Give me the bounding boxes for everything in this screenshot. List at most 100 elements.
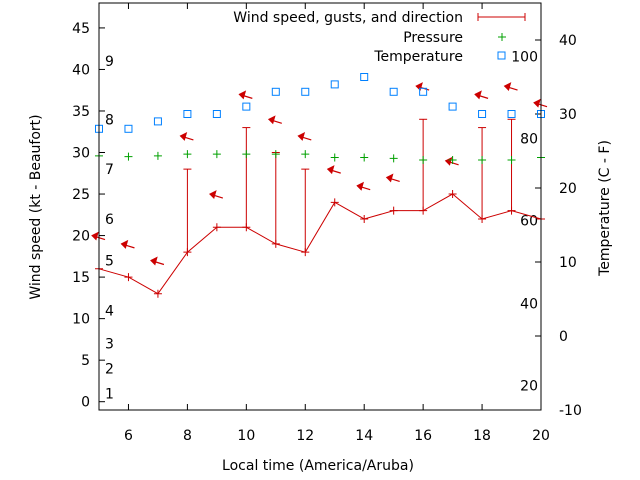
wind-direction-arrow — [120, 239, 135, 249]
temperature-point — [360, 73, 369, 81]
legend-symbol-temperature — [497, 51, 506, 60]
y2-tick-label: 10 — [559, 255, 577, 271]
beaufort-label: 6 — [105, 212, 114, 228]
wind-direction-arrow — [297, 131, 312, 141]
beaufort-label: 4 — [105, 303, 114, 319]
y-tick-label: 35 — [72, 104, 90, 120]
x-tick-label: 12 — [296, 428, 314, 444]
temperature-point — [153, 117, 162, 126]
temperature-point — [389, 87, 398, 96]
temperature-point — [419, 87, 428, 96]
y-tick-label: 25 — [72, 187, 90, 203]
x-tick-label: 14 — [355, 428, 373, 444]
x-tick-label: 16 — [414, 428, 432, 444]
temperature-point — [183, 110, 192, 118]
wind-direction-arrow — [150, 256, 165, 266]
y2-tick-label: 20 — [559, 181, 577, 197]
beaufort-label: 1 — [105, 386, 114, 402]
y-axis-label: Wind speed (kt - Beaufort) — [28, 114, 44, 299]
plot-frame — [98, 2, 542, 411]
pressure-point — [271, 150, 280, 159]
fahrenheit-label: 60 — [520, 214, 538, 230]
x-tick-label: 6 — [124, 428, 133, 444]
y2-axis-label: Temperature (C - F) — [597, 140, 613, 277]
wind-direction-arrow — [238, 90, 253, 100]
temperature-point — [242, 102, 251, 111]
pressure-point — [212, 150, 221, 159]
wind-speed-line — [98, 193, 542, 295]
wind-direction-arrow — [385, 173, 400, 183]
pressure-point — [330, 153, 339, 162]
wind-direction-arrow — [267, 115, 282, 125]
temperature-point — [507, 110, 516, 118]
wind-direction-arrow — [326, 165, 341, 175]
y-tick-label: 10 — [72, 312, 90, 328]
legend-symbol-wind — [477, 13, 526, 21]
x-tick-label: 8 — [183, 428, 192, 444]
wind-direction-arrow — [415, 82, 430, 92]
data-layer — [91, 73, 548, 298]
wind-direction-arrow — [179, 131, 194, 141]
temperature-point — [212, 110, 221, 118]
y-tick-label: 45 — [72, 21, 90, 37]
wind-speed-point — [389, 206, 398, 215]
legend-label-wind: Wind speed, gusts, and direction — [233, 10, 463, 26]
x-tick-label: 20 — [532, 428, 550, 444]
wind-speed-point — [360, 214, 369, 223]
legend-label-pressure: Pressure — [403, 30, 463, 46]
pressure-point — [419, 155, 428, 164]
fahrenheit-label: 20 — [520, 379, 538, 395]
beaufort-label: 3 — [105, 337, 114, 353]
temperature-point — [124, 124, 133, 133]
y-tick-label: 40 — [72, 62, 90, 78]
pressure-point — [360, 153, 369, 162]
y2-tick-label: 40 — [559, 33, 577, 49]
pressure-point — [301, 150, 310, 159]
temperature-point — [330, 80, 339, 89]
wind-speed-point — [212, 223, 221, 232]
legend-label-temperature: Temperature — [373, 49, 463, 65]
y-tick-label: 20 — [72, 229, 90, 245]
temperature-point — [448, 102, 457, 111]
x-axis-label: Local time (America/Aruba) — [222, 458, 414, 474]
y2-tick-label: 30 — [559, 107, 577, 123]
pressure-point — [242, 150, 251, 159]
wind-speed-point — [448, 190, 457, 199]
beaufort-label: 2 — [105, 361, 114, 377]
y-tick-label: 15 — [72, 270, 90, 286]
beaufort-label: 7 — [105, 162, 114, 178]
beaufort-label: 8 — [105, 112, 114, 128]
y-tick-label: 30 — [72, 146, 90, 162]
pressure-point — [448, 155, 457, 164]
y2-tick-label: 0 — [559, 329, 568, 345]
wind-speed-point — [330, 198, 339, 207]
y-tick-label: 0 — [81, 395, 90, 411]
x-tick-label: 10 — [237, 428, 255, 444]
axes-layer: 6 8 10 12 14 16 18 20051015202530354045-1001020… — [72, 3, 582, 444]
legend-symbol-pressure — [498, 33, 506, 41]
legend: Wind speed, gusts, and direction Pressur… — [233, 10, 526, 65]
wind-speed-point — [153, 289, 162, 298]
wind-direction-arrow — [503, 82, 518, 92]
y2-tick-label: -10 — [559, 403, 582, 419]
wind-direction-arrow — [209, 190, 224, 199]
wind-direction-arrow — [474, 90, 489, 100]
temperature-point — [301, 87, 310, 96]
pressure-point — [507, 155, 516, 164]
fahrenheit-label: 80 — [520, 131, 538, 147]
y-tick-label: 5 — [81, 353, 90, 369]
temperature-point — [478, 110, 487, 118]
pressure-point — [478, 155, 487, 164]
temperature-point — [271, 87, 280, 96]
fahrenheit-label: 100 — [511, 49, 538, 65]
wind-direction-arrow — [356, 181, 371, 191]
pressure-point — [389, 154, 398, 163]
wind-speed-point — [124, 273, 133, 282]
fahrenheit-label: 40 — [520, 296, 538, 312]
pressure-point — [153, 151, 162, 160]
x-tick-label: 18 — [473, 428, 491, 444]
pressure-point — [183, 150, 192, 159]
beaufort-label: 5 — [105, 253, 114, 269]
beaufort-label: 9 — [105, 54, 114, 70]
